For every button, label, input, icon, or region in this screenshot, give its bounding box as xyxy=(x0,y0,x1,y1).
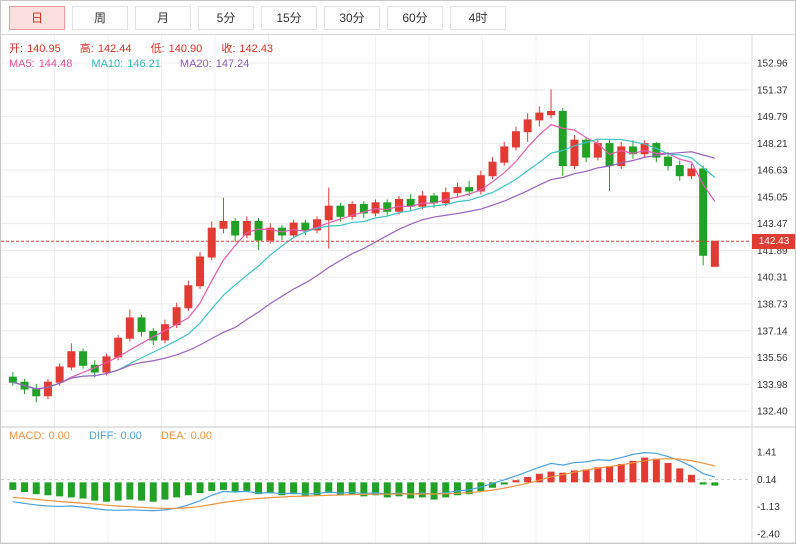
low-label: 低: xyxy=(150,43,165,55)
svg-text:-2.40: -2.40 xyxy=(757,530,780,541)
svg-text:145.05: 145.05 xyxy=(757,192,788,203)
low-value: 140.90 xyxy=(168,43,203,55)
diff-label: DIFF: xyxy=(88,430,117,442)
open-label: 开: xyxy=(9,43,24,55)
svg-text:148.21: 148.21 xyxy=(757,139,788,150)
high-value: 142.44 xyxy=(97,43,132,55)
last-price-tag: 142.43 xyxy=(752,233,795,249)
macd-readout: MACD: 0.00 DIFF: 0.00 DEA: 0.00 xyxy=(9,430,228,442)
close-value: 142.43 xyxy=(239,43,274,55)
timeframe-tab-daily[interactable]: 日 xyxy=(9,5,65,30)
timeframe-tab-monthly[interactable]: 月 xyxy=(135,5,191,30)
svg-text:137.14: 137.14 xyxy=(757,326,788,337)
ma10-label: MA10: xyxy=(91,58,124,70)
svg-text:140.31: 140.31 xyxy=(757,273,788,284)
svg-text:1.41: 1.41 xyxy=(757,448,777,459)
dea-value: 0.00 xyxy=(190,430,213,442)
timeframe-tabs: 日周月 5分 15分 30分 60分 4时 xyxy=(1,1,795,35)
ohlc-readout: 开: 140.95 高: 142.44 低: 140.90 收: 142.43 xyxy=(9,40,289,56)
diff-value: 0.00 xyxy=(120,430,142,442)
ma20-label: MA20: xyxy=(179,58,212,70)
close-label: 收: xyxy=(221,43,236,55)
timeframe-tab-4hour[interactable]: 4时 xyxy=(450,5,506,30)
ma20-value: 147.24 xyxy=(215,58,250,70)
svg-text:143.47: 143.47 xyxy=(757,219,788,230)
ma10-value: 146.21 xyxy=(127,58,161,70)
svg-text:152.96: 152.96 xyxy=(757,59,788,70)
timeframe-tab-30min[interactable]: 30分 xyxy=(324,5,380,30)
svg-text:138.73: 138.73 xyxy=(757,299,788,310)
ma5-value: 144.48 xyxy=(38,58,73,70)
svg-text:141.89: 141.89 xyxy=(757,246,788,257)
timeframe-tab-60min[interactable]: 60分 xyxy=(387,5,443,30)
open-value: 140.95 xyxy=(27,43,61,55)
svg-text:149.79: 149.79 xyxy=(757,112,788,123)
macd-value: 0.00 xyxy=(48,430,70,442)
ma-readout: MA5: 144.48 MA10: 146.21 MA20: 147.24 xyxy=(9,58,265,70)
chart-canvas[interactable]: 152.96 151.37 149.79 148.21 146.63 145.05 143.… xyxy=(1,35,796,544)
svg-text:133.98: 133.98 xyxy=(757,380,788,391)
timeframe-tab-5min[interactable]: 5分 xyxy=(198,5,254,30)
ma5-label: MA5: xyxy=(9,58,35,70)
svg-text:-1.13: -1.13 xyxy=(757,502,780,513)
macd-label: MACD: xyxy=(9,430,45,442)
svg-text:151.37: 151.37 xyxy=(757,85,788,96)
timeframe-tab-weekly[interactable]: 周 xyxy=(72,5,128,30)
timeframe-tab-15min[interactable]: 15分 xyxy=(261,5,317,30)
high-label: 高: xyxy=(79,43,94,55)
svg-text:146.63: 146.63 xyxy=(757,166,788,177)
svg-text:0.14: 0.14 xyxy=(757,475,777,486)
svg-text:132.40: 132.40 xyxy=(757,407,788,418)
dea-label: DEA: xyxy=(160,430,187,442)
svg-text:135.56: 135.56 xyxy=(757,353,788,364)
